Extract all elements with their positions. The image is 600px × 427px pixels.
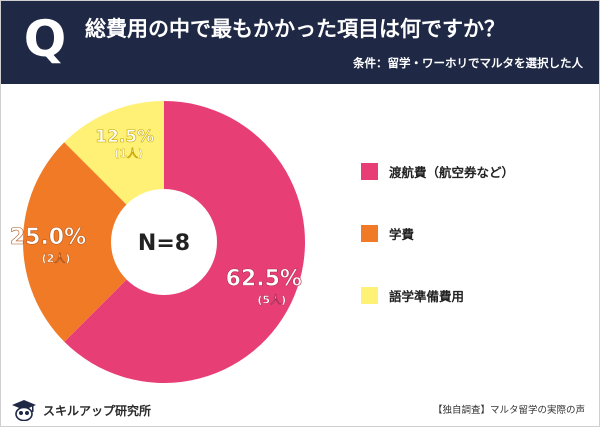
center-label: N=8 xyxy=(138,231,190,256)
slice-labels: 62.5%(5人) 25.0%(2人) 12.5%(1人) xyxy=(10,127,303,307)
slice-percent-label-language-prep: 12.5% xyxy=(95,127,154,147)
legend-swatch-language-prep xyxy=(361,286,378,304)
legend-item-tuition: 学費 xyxy=(361,223,414,243)
slice-percent-label-airfare: 62.5% xyxy=(226,266,302,291)
brand-logo: スキルアップ研究所 xyxy=(11,399,151,421)
slice-tuition xyxy=(23,142,165,342)
question-q-mark: Q xyxy=(23,10,67,68)
legend-label-language-prep: 語学準備費用 xyxy=(389,288,465,304)
legend-swatch-tuition xyxy=(361,224,378,242)
slice-percent-label-tuition: 25.0% xyxy=(10,225,86,250)
slice-count-label-language-prep: (1人) xyxy=(114,146,143,160)
brand-name: スキルアップ研究所 xyxy=(43,403,152,418)
source-note: 【独自調査】マルタ留学の実際の声 xyxy=(432,405,585,416)
graduation-owl-icon xyxy=(12,400,36,421)
slice-count-label-tuition: (2人) xyxy=(42,251,71,265)
question-title: 総費用の中で最もかかった項目は何ですか？ xyxy=(85,17,505,41)
legend-label-airfare: 渡航費（航空券など） xyxy=(389,164,515,180)
header-bar: Q 総費用の中で最もかかった項目は何ですか？ 条件：留学・ワーホリでマルタを選択… xyxy=(1,1,599,84)
legend: 渡航費（航空券など） 学費 語学準備費用 xyxy=(361,161,581,311)
slice-count-label-airfare: (5人) xyxy=(257,292,286,306)
condition-subtitle: 条件：留学・ワーホリでマルタを選択した人 xyxy=(353,56,583,70)
legend-swatch-airfare xyxy=(361,162,378,180)
donut-chart: N=8 62.5%(5人) 25.0%(2人) 12.5%(1人) xyxy=(10,101,305,383)
donut-hole xyxy=(111,189,217,295)
legend-item-language-prep: 語学準備費用 xyxy=(361,285,464,305)
legend-label-tuition: 学費 xyxy=(389,226,415,242)
legend-item-airfare: 渡航費（航空券など） xyxy=(361,161,514,181)
